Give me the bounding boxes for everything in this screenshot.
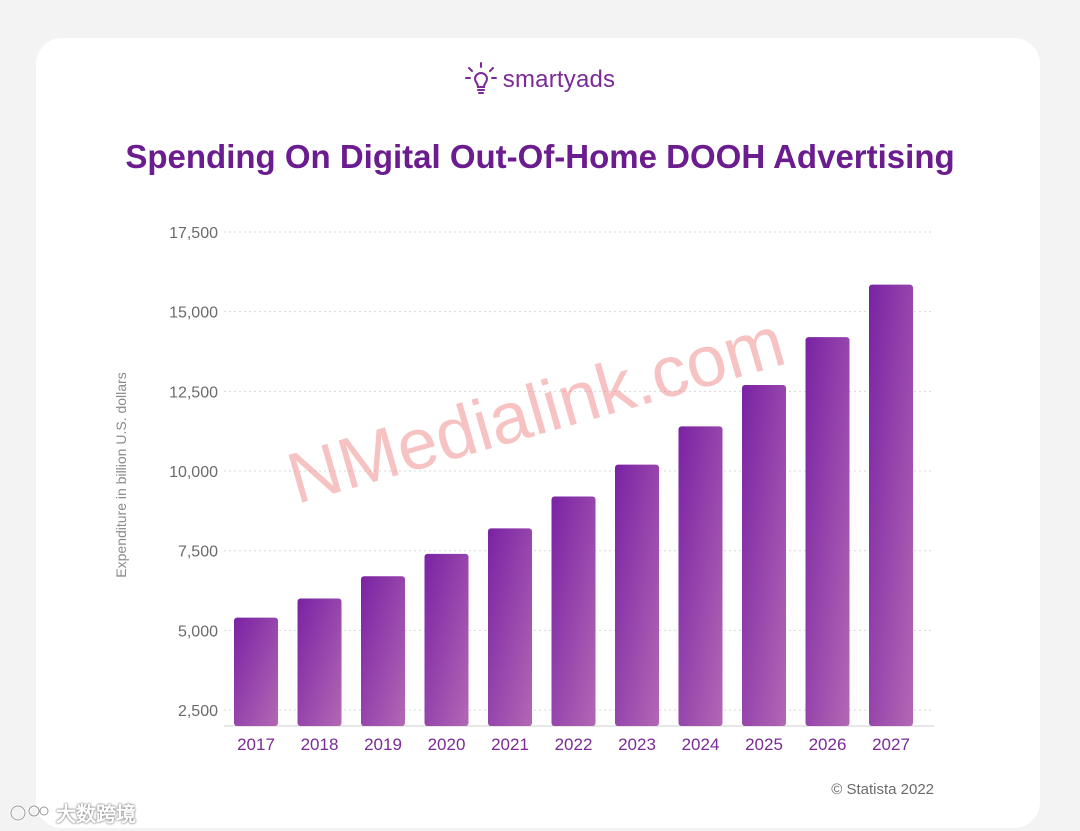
bars (234, 284, 913, 726)
bar-2022 (551, 496, 596, 726)
x-axis: 2017 2018 2019 2020 2021 2022 2023 2024 2025 2026… (237, 735, 910, 754)
y-tick-label: 15,000 (169, 305, 218, 322)
x-tick-label: 2027 (872, 735, 910, 754)
y-tick-label: 5,000 (178, 623, 218, 640)
bar-2017 (234, 617, 278, 726)
bar-2020 (424, 553, 469, 726)
chart-title: Spending On Digital Out-Of-Home DOOH Adv… (125, 138, 955, 175)
y-tick-label: 10,000 (169, 464, 218, 481)
source-note: © Statista 2022 (831, 781, 934, 798)
x-tick-label: 2024 (682, 735, 720, 754)
bar-2026 (805, 337, 850, 726)
x-tick-label: 2022 (555, 735, 593, 754)
y-tick-label: 2,500 (178, 703, 218, 720)
brand-name: smartyads (502, 66, 616, 93)
x-tick-label: 2019 (364, 735, 402, 754)
x-tick-label: 2021 (491, 735, 529, 754)
corner-watermark-text: 大数跨境 (56, 804, 136, 826)
brand-logo: smartyads (0, 62, 1080, 98)
x-tick-label: 2026 (809, 735, 847, 754)
bar-2018 (297, 598, 342, 726)
x-tick-label: 2020 (428, 735, 466, 754)
x-tick-label: 2018 (301, 735, 339, 754)
bar-2027 (869, 284, 913, 726)
y-axis: 2,500 5,000 7,500 10,000 12,500 15,000 17,500 (169, 225, 218, 720)
corner-watermark: 大数跨境 (8, 798, 136, 827)
y-tick-label: 17,500 (169, 225, 218, 242)
x-tick-label: 2025 (745, 735, 783, 754)
y-tick-label: 7,500 (178, 544, 218, 561)
bar-2021 (488, 528, 532, 726)
x-tick-label: 2023 (618, 735, 656, 754)
bar-2019 (361, 576, 405, 726)
x-tick-label: 2017 (237, 735, 275, 754)
bar-2024 (678, 426, 723, 726)
wechat-channel-icon (9, 804, 50, 821)
lightbulb-icon (464, 62, 497, 94)
y-axis-label: Expenditure in billion U.S. dollars (113, 372, 129, 577)
bar-2025 (742, 384, 786, 726)
y-tick-label: 12,500 (169, 384, 218, 401)
bar-2023 (615, 464, 659, 726)
